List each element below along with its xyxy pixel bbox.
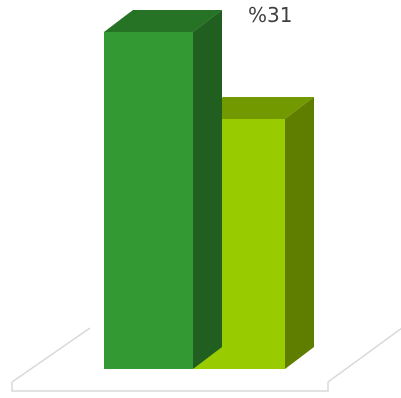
- floor-outline: [11, 327, 91, 383]
- floor-outline-back: [11, 382, 329, 392]
- bar-2-top: [194, 96, 314, 119]
- bars-group: [104, 10, 314, 369]
- floor-outline-right: [327, 327, 401, 383]
- chart-floor: [11, 327, 401, 392]
- labels-group: %31: [248, 3, 292, 27]
- bar-2-side: [285, 96, 314, 369]
- bar-1-top: [104, 10, 222, 32]
- bar-1-front: [104, 32, 193, 369]
- bar-1-side: [193, 10, 222, 369]
- data-label-1: %31: [248, 3, 292, 27]
- bar-1: [104, 10, 222, 369]
